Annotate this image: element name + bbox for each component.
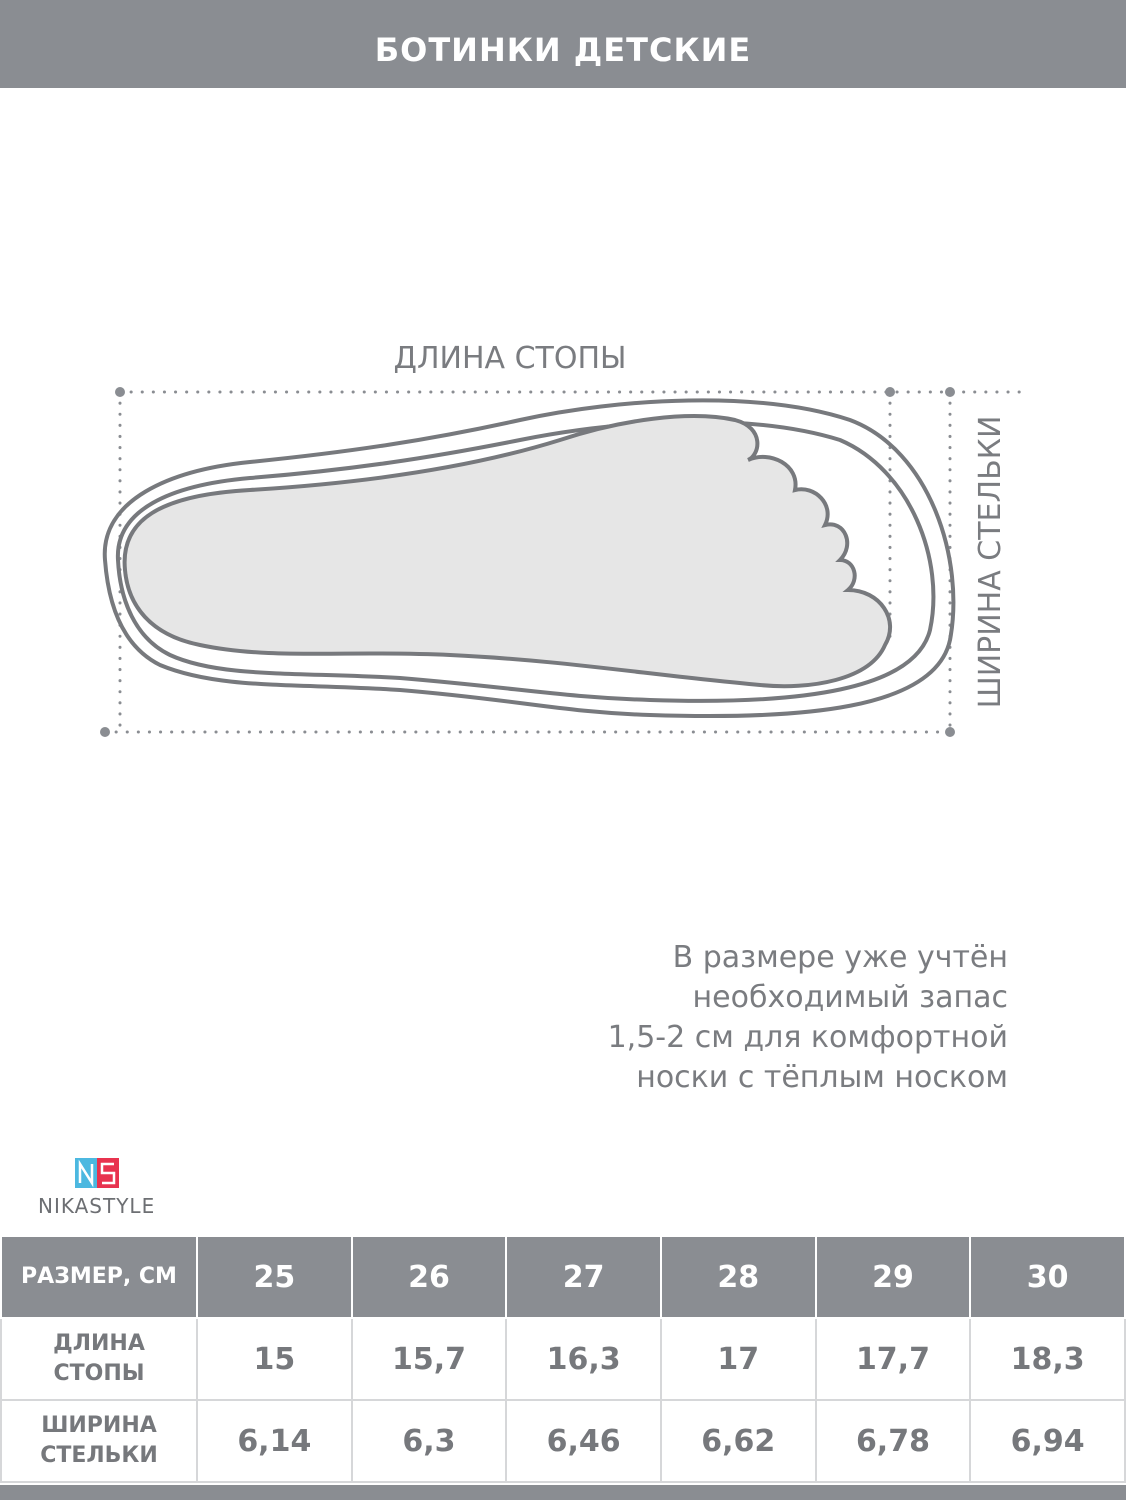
row-label: ДЛИНА СТОПЫ bbox=[0, 1317, 198, 1401]
table-cell: 18,3 bbox=[969, 1317, 1126, 1401]
row-label-line: СТОПЫ bbox=[53, 1361, 145, 1386]
note-line: носки с тёплым носком bbox=[636, 1060, 1008, 1095]
table-row: ШИРИНА СТЕЛЬКИ 6,14 6,3 6,46 6,62 6,78 6,94 bbox=[0, 1399, 1126, 1483]
length-label: ДЛИНА СТОПЫ bbox=[394, 341, 627, 376]
logo-icon bbox=[75, 1158, 119, 1188]
header-cell: 25 bbox=[196, 1235, 353, 1319]
insole-diagram: ДЛИНА СТОПЫ ШИРИНА СТЕЛЬКИ bbox=[100, 341, 1030, 737]
table-cell: 6,78 bbox=[814, 1399, 972, 1483]
table-cell: 16,3 bbox=[505, 1317, 662, 1401]
footer-bar bbox=[0, 1485, 1126, 1500]
table-cell: 17 bbox=[659, 1317, 817, 1401]
table-cell: 15 bbox=[196, 1317, 353, 1401]
table-row: ДЛИНА СТОПЫ 15 15,7 16,3 17 17,7 18,3 bbox=[0, 1317, 1126, 1401]
header-cell: РАЗМЕР, СМ bbox=[0, 1235, 198, 1319]
note-line: 1,5-2 см для комфортной bbox=[607, 1020, 1008, 1055]
table-cell: 6,46 bbox=[505, 1399, 662, 1483]
table-cell: 17,7 bbox=[814, 1317, 972, 1401]
table-cell: 6,14 bbox=[196, 1399, 353, 1483]
note-line: необходимый запас bbox=[692, 980, 1008, 1015]
table-cell: 6,62 bbox=[659, 1399, 817, 1483]
row-label-line: СТЕЛЬКИ bbox=[40, 1443, 158, 1468]
header-cell: 29 bbox=[814, 1235, 972, 1319]
row-label: ШИРИНА СТЕЛЬКИ bbox=[0, 1399, 198, 1483]
header-cell: 28 bbox=[659, 1235, 817, 1319]
header-cell: 30 bbox=[969, 1235, 1126, 1319]
logo-text: NIKASTYLE bbox=[38, 1194, 156, 1218]
width-label: ШИРИНА СТЕЛЬКИ bbox=[973, 416, 1008, 709]
row-label-line: ШИРИНА bbox=[41, 1413, 157, 1438]
note: В размере уже учтён необходимый запас 1,… bbox=[608, 938, 1008, 1098]
note-line: В размере уже учтён bbox=[672, 940, 1008, 975]
table-cell: 6,94 bbox=[969, 1399, 1126, 1483]
header-title: БОТИНКИ ДЕТСКИЕ bbox=[0, 0, 1126, 88]
header-row: РАЗМЕР, СМ 25 26 27 28 29 30 bbox=[0, 1235, 1126, 1319]
header-cell: 26 bbox=[350, 1235, 508, 1319]
table-cell: 15,7 bbox=[350, 1317, 508, 1401]
size-table: РАЗМЕР, СМ 25 26 27 28 29 30 ДЛИНА СТОПЫ 15 15,7 16… bbox=[0, 1235, 1126, 1483]
row-label-line: ДЛИНА bbox=[53, 1331, 145, 1356]
header-cell: 27 bbox=[505, 1235, 662, 1319]
table-cell: 6,3 bbox=[350, 1399, 508, 1483]
